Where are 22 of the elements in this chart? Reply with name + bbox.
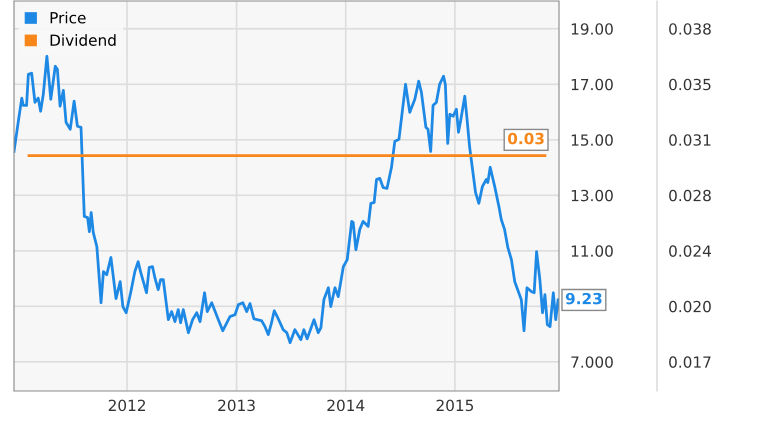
y-tick-label: 15.00 xyxy=(572,134,613,146)
x-tick-label: 2015 xyxy=(436,400,474,412)
y2-tick-label: 0.017 xyxy=(669,356,711,368)
y-tick-label: 13.00 xyxy=(572,190,613,202)
line-series xyxy=(14,54,559,344)
x-tick-label: 2014 xyxy=(327,400,364,412)
y2-tick-label: 0.020 xyxy=(669,300,711,312)
y2-tick-label: 0.031 xyxy=(669,134,710,146)
legend-label: Price xyxy=(50,12,86,24)
data-label: 9.23 xyxy=(566,292,602,304)
y2-tick-label: 0.028 xyxy=(669,190,711,202)
legend-label: Dividend xyxy=(50,34,116,46)
x-tick-label: 2012 xyxy=(108,400,145,412)
data-label: 0.03 xyxy=(508,132,544,144)
y2-tick-label: 0.035 xyxy=(669,78,711,90)
y-tick-label: 17.00 xyxy=(572,78,613,90)
y2-tick-label: 0.024 xyxy=(669,245,711,257)
x-tick-label: 2013 xyxy=(218,400,255,412)
y2-tick-label: 0.038 xyxy=(669,23,711,35)
y-tick-label: 19.00 xyxy=(572,23,613,35)
y-tick-label: 7.000 xyxy=(571,356,613,368)
y-tick-label: 11.00 xyxy=(572,245,613,257)
